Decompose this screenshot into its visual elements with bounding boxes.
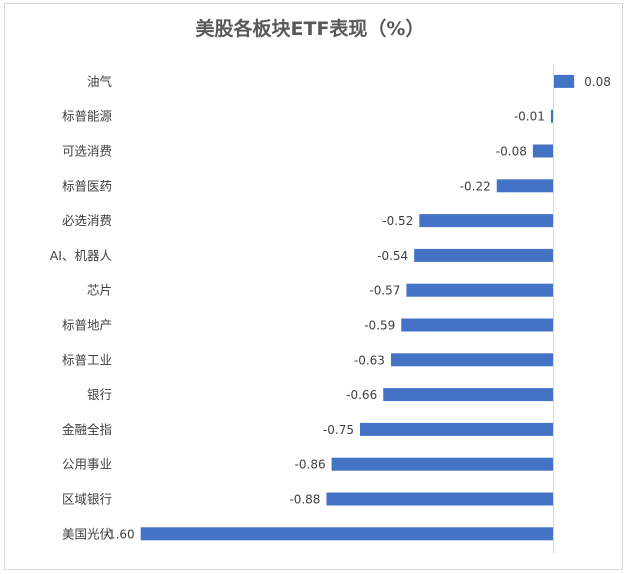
category-label-7: 标普地产 — [62, 318, 112, 333]
value-label-8: -0.63 — [354, 353, 385, 367]
category-label-2: 可选消费 — [62, 144, 112, 159]
value-label-13: -1.60 — [104, 527, 135, 541]
bar-7 — [401, 318, 554, 332]
bar-12 — [326, 492, 554, 506]
bar-1 — [550, 109, 554, 123]
category-label-6: 芯片 — [87, 283, 112, 298]
bar-3 — [496, 179, 554, 193]
bar-6 — [406, 283, 554, 297]
category-label-10: 金融全指 — [62, 422, 112, 437]
bars-layer: 油气 0.08 标普能源 -0.01 可选消费 -0.08 标普医药 -0.22 必选消费 -0.… — [50, 74, 611, 541]
value-label-5: -0.54 — [377, 249, 408, 263]
bar-5 — [414, 248, 554, 262]
category-label-9: 银行 — [87, 387, 112, 402]
bar-11 — [331, 457, 554, 471]
bar-10 — [360, 422, 554, 436]
value-label-11: -0.86 — [295, 458, 326, 472]
category-label-4: 必选消费 — [62, 213, 112, 228]
value-label-1: -0.01 — [514, 110, 545, 124]
value-label-0: 0.08 — [584, 75, 611, 89]
value-label-6: -0.57 — [369, 284, 400, 298]
value-label-4: -0.52 — [382, 214, 413, 228]
value-label-2: -0.08 — [496, 145, 527, 159]
chart-title: 美股各板块ETF表现（%） — [196, 17, 425, 40]
bar-8 — [390, 353, 554, 367]
category-label-8: 标普工业 — [62, 352, 112, 367]
category-label-12: 区域银行 — [62, 492, 112, 507]
bar-4 — [419, 214, 554, 228]
category-label-11: 公用事业 — [62, 457, 112, 472]
bar-9 — [383, 388, 554, 402]
value-label-7: -0.59 — [364, 319, 395, 333]
category-label-0: 油气 — [87, 74, 113, 89]
value-label-12: -0.88 — [289, 493, 320, 507]
value-label-10: -0.75 — [323, 423, 354, 437]
bar-2 — [532, 144, 554, 158]
category-label-3: 标普医药 — [62, 178, 112, 193]
category-label-13: 美国光伏 — [62, 526, 113, 541]
category-label-1: 标普能源 — [62, 109, 113, 124]
category-label-5: AI、机器人 — [50, 248, 113, 263]
bar-13 — [140, 527, 554, 541]
value-label-3: -0.22 — [460, 179, 491, 193]
value-label-9: -0.66 — [346, 388, 377, 402]
bar-0 — [553, 74, 575, 88]
